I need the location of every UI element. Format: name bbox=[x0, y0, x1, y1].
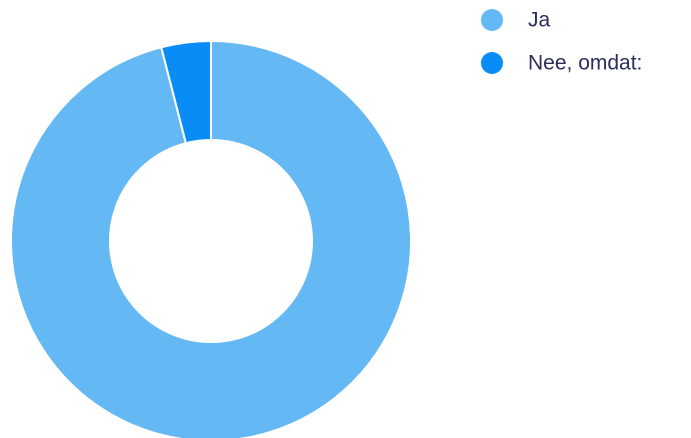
donut-slice bbox=[10, 39, 412, 438]
donut-slice bbox=[160, 39, 212, 145]
legend-marker bbox=[481, 52, 503, 74]
legend-label: Nee, omdat: bbox=[528, 52, 642, 75]
legend-label: Ja bbox=[528, 9, 551, 32]
legend-marker bbox=[481, 9, 503, 31]
